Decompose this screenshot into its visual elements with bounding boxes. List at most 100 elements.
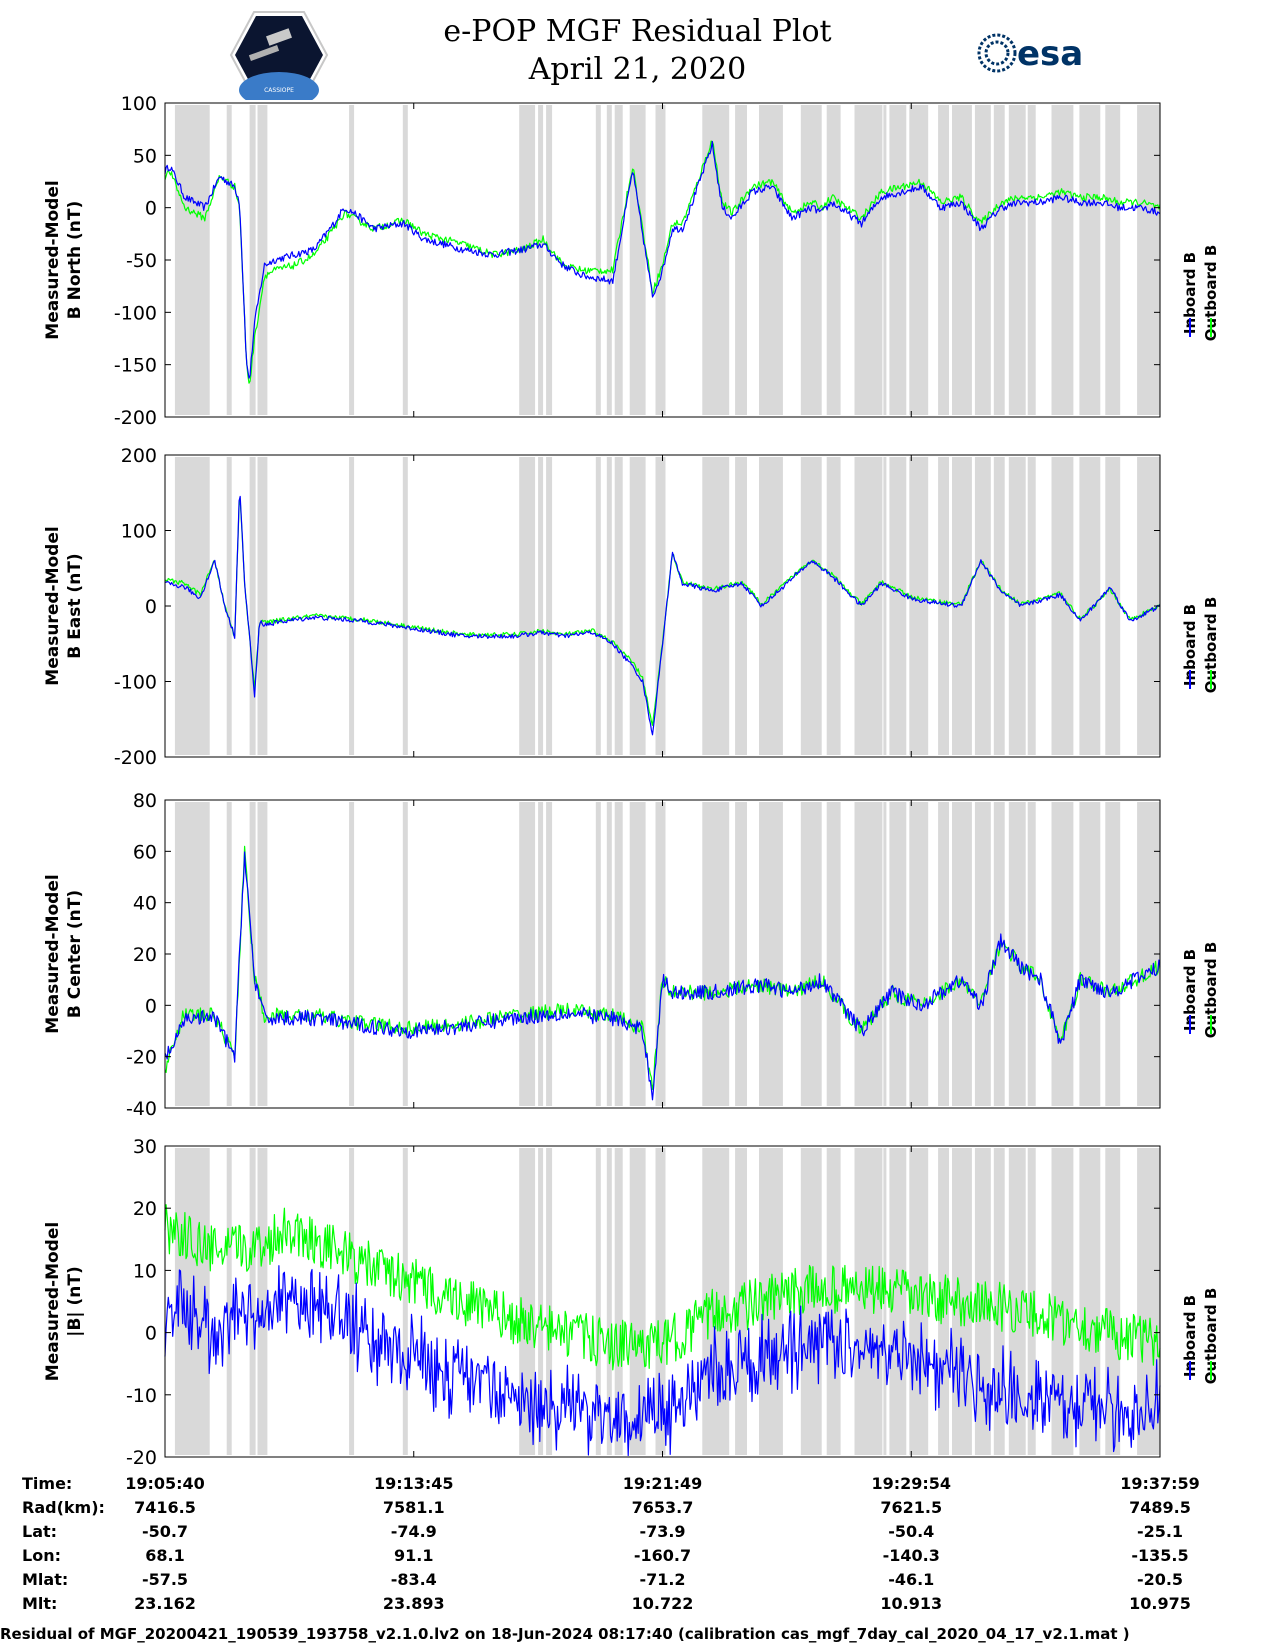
data-gap-band	[349, 1148, 355, 1455]
y-tick-label: 0	[145, 995, 157, 1017]
y-tick-label: -10	[126, 1385, 157, 1407]
y-tick-label: -100	[114, 302, 157, 324]
data-gap-band	[1079, 457, 1101, 755]
data-gap-band	[1137, 802, 1160, 1106]
y-tick-label: 60	[133, 841, 157, 863]
data-gap-band	[538, 457, 544, 755]
data-gap-band	[519, 802, 536, 1106]
cassiope-logo-text: CASSIOPE	[264, 87, 294, 94]
data-gap-band	[655, 1148, 666, 1455]
y-tick-label: 100	[121, 521, 157, 543]
data-gap-band	[974, 105, 991, 415]
data-gap-band	[883, 802, 887, 1106]
data-gap-band	[826, 1148, 841, 1455]
data-gap-band	[655, 105, 666, 415]
data-gap-band	[519, 1148, 536, 1455]
data-gap-band	[952, 802, 972, 1106]
data-gap-band	[1008, 105, 1026, 415]
legend-label: Outboard B	[1202, 597, 1220, 694]
data-gap-band	[1137, 457, 1160, 755]
series-inboard-line	[164, 495, 1161, 736]
y-tick-label: 30	[133, 1136, 157, 1158]
data-gap-band	[614, 105, 623, 415]
data-gap-band	[595, 1148, 601, 1455]
data-gap-band	[1079, 802, 1101, 1106]
data-gap-band	[854, 457, 883, 755]
y-axis-label: Measured-Model B East (nT)	[43, 526, 85, 685]
data-gap-band	[595, 105, 601, 415]
y-axis-label: Measured-Model B Center (nT)	[43, 874, 85, 1033]
series-inboard-line	[164, 140, 1161, 379]
plot-date: April 21, 2020	[528, 52, 747, 87]
data-gap-band	[759, 802, 783, 1106]
legend: Inboard B Outboard B	[1181, 942, 1220, 1039]
data-gap-band	[889, 1148, 907, 1455]
data-gap-band	[174, 802, 210, 1106]
plot-title: e-POP MGF Residual Plot	[443, 14, 832, 49]
data-gap-band	[974, 802, 991, 1106]
series-outboard-line	[164, 1204, 1161, 1371]
data-gap-band	[402, 1148, 408, 1455]
data-gap-band	[546, 457, 553, 755]
data-gap-band	[702, 457, 730, 755]
data-gap-band	[702, 802, 730, 1106]
data-gap-band	[629, 802, 646, 1106]
legend-label: Outboard B	[1202, 245, 1220, 342]
data-gap-band	[909, 802, 929, 1106]
data-gap-band	[349, 457, 355, 755]
data-gap-band	[854, 1148, 883, 1455]
data-gap-band	[1137, 105, 1160, 415]
y-tick-label: 50	[133, 145, 157, 167]
data-gap-band	[614, 802, 623, 1106]
data-gap-band	[1105, 802, 1121, 1106]
data-gap-band	[993, 1148, 1005, 1455]
data-gap-band	[595, 802, 601, 1106]
data-gap-band	[889, 457, 907, 755]
y-tick-label: 10	[133, 1260, 157, 1282]
esa-logo: esa	[977, 33, 1083, 74]
data-gap-band	[1137, 1148, 1160, 1455]
data-gap-band	[854, 105, 883, 415]
data-gap-band	[606, 457, 612, 755]
y-tick-label: -40	[126, 1098, 157, 1120]
data-gap-band	[1051, 457, 1074, 755]
legend-label: Inboard B	[1181, 949, 1199, 1031]
panel-4: 30 20 10 0 -10 -20 Measured-Model |B| (nT) Inboa…	[43, 1136, 1220, 1469]
data-gap-band	[629, 105, 646, 415]
data-gap-band	[938, 802, 949, 1106]
data-gap-band	[826, 457, 841, 755]
y-tick-label: 0	[145, 596, 157, 618]
data-gap-band	[226, 105, 232, 415]
y-tick-label: -150	[114, 355, 157, 377]
y-tick-label: -200	[114, 747, 157, 769]
panel-3: 80 60 40 20 0 -20 -40 Measured-Model B Center (n…	[43, 790, 1220, 1120]
data-gap-band	[257, 802, 268, 1106]
data-gap-band	[538, 1148, 544, 1455]
data-gap-band	[402, 802, 408, 1106]
data-gap-band	[1051, 105, 1074, 415]
series-inboard-line	[164, 1265, 1161, 1457]
y-tick-label: 0	[145, 1323, 157, 1345]
y-tick-label: 80	[133, 790, 157, 812]
data-gap-band	[249, 105, 256, 415]
data-gap-band	[402, 105, 408, 415]
data-gap-band	[759, 457, 783, 755]
data-gap-band	[1105, 105, 1121, 415]
data-gap-band	[402, 457, 408, 755]
data-gap-band	[629, 457, 646, 755]
data-gap-band	[249, 457, 256, 755]
legend: Inboard B Outboard B	[1181, 597, 1220, 694]
data-gap-band	[226, 457, 232, 755]
data-gap-band	[938, 457, 949, 755]
y-tick-label: 20	[133, 1198, 157, 1220]
y-tick-label: -20	[126, 1447, 157, 1469]
y-tick-label: -100	[114, 672, 157, 694]
y-tick-label: -200	[114, 407, 157, 429]
y-axis-label-line: Measured-Model	[43, 180, 63, 339]
data-gap-band	[974, 457, 991, 755]
data-gap-band	[889, 802, 907, 1106]
data-gap-band	[606, 802, 612, 1106]
data-gap-band	[854, 802, 883, 1106]
data-gap-band	[1027, 802, 1036, 1106]
esa-logo-text: esa	[1017, 34, 1083, 74]
